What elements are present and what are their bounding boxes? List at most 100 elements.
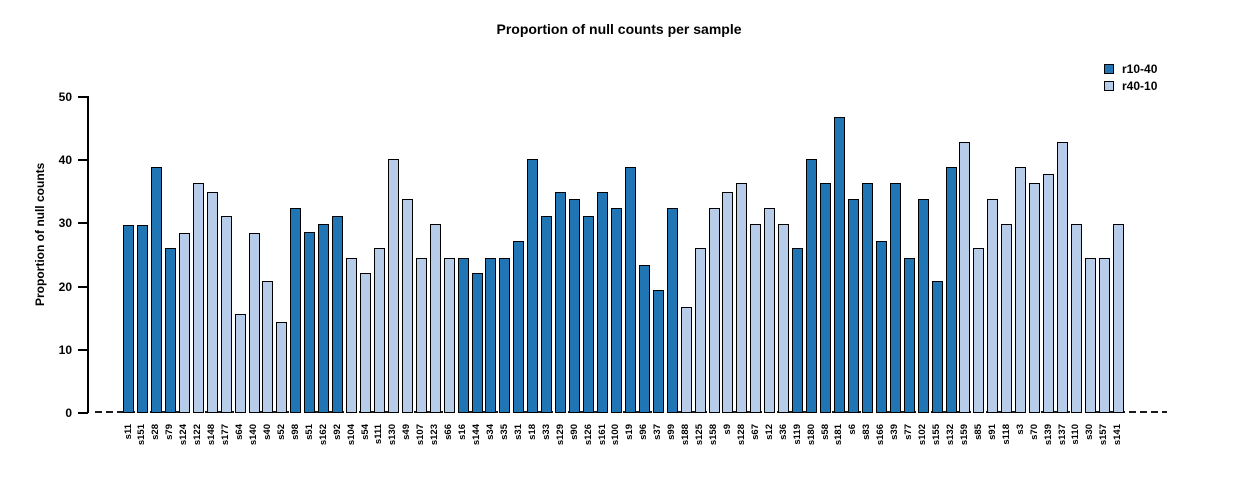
x-tick-label-s39: s39 <box>889 424 901 440</box>
x-tick-label-s119: s119 <box>791 424 803 445</box>
bars-container <box>123 97 1129 413</box>
x-tick-label-s66: s66 <box>443 424 455 440</box>
y-axis-line <box>87 96 89 413</box>
x-tick-label-s9: s9 <box>721 424 733 435</box>
x-tick-label-s102: s102 <box>917 424 929 446</box>
x-tick-label-s77: s77 <box>903 424 915 440</box>
x-tick-label-s90: s90 <box>568 424 580 440</box>
bar-s40 <box>262 280 274 413</box>
x-tick-label-s159: s159 <box>958 424 970 446</box>
x-tick-label-s91: s91 <box>986 424 998 440</box>
bar-s123 <box>429 224 441 413</box>
bar-s137 <box>1057 141 1068 413</box>
y-tick <box>78 285 88 288</box>
bar-s158 <box>708 207 720 413</box>
bar-s58 <box>820 183 831 413</box>
bar-s126 <box>583 215 594 413</box>
bar-s12 <box>764 207 776 413</box>
bar-s188 <box>680 306 692 413</box>
bar-s35 <box>499 257 511 413</box>
x-tick-label-s177: s177 <box>220 424 232 446</box>
x-tick-label-s128: s128 <box>735 424 747 446</box>
x-tick-label-s139: s139 <box>1042 424 1054 446</box>
legend-row-r40-10: r40-10 <box>1104 79 1157 93</box>
bar-s51 <box>304 232 316 413</box>
legend-swatch-r10-40 <box>1104 64 1114 74</box>
bar-s119 <box>792 248 804 413</box>
x-tick-label-s158: s158 <box>708 424 719 446</box>
bar-s49 <box>401 199 413 413</box>
y-tick <box>78 159 88 162</box>
x-tick-label-s132: s132 <box>945 424 956 446</box>
bar-s155 <box>931 280 943 413</box>
y-tick <box>78 222 88 225</box>
x-tick-label-s148: s148 <box>206 424 218 446</box>
bar-s166 <box>875 240 887 413</box>
x-tick-label-s129: s129 <box>554 424 566 446</box>
x-tick-label-s104: s104 <box>345 424 357 446</box>
x-tick-label-s162: s162 <box>317 424 329 446</box>
x-tick-label-s51: s51 <box>303 424 315 440</box>
bar-s30 <box>1084 257 1096 413</box>
x-tick-label-s110: s110 <box>1070 424 1082 445</box>
bar-s107 <box>415 257 427 413</box>
bar-s52 <box>276 322 288 413</box>
bar-s64 <box>234 313 246 413</box>
bar-s132 <box>945 166 957 413</box>
y-tick-label: 10 <box>58 342 72 357</box>
y-tick <box>78 348 88 351</box>
x-tick-label-s155: s155 <box>931 424 942 446</box>
legend-label-r40-10: r40-10 <box>1122 79 1158 93</box>
x-tick-label-s137: s137 <box>1056 424 1068 446</box>
bar-s151 <box>136 224 148 413</box>
x-tick-label-s16: s16 <box>457 424 469 440</box>
x-tick-label-s123: s123 <box>429 424 441 446</box>
bar-s159 <box>959 141 971 413</box>
x-tick-label-s157: s157 <box>1098 424 1110 446</box>
bar-s70 <box>1029 183 1041 413</box>
bar-s67 <box>750 224 762 413</box>
x-tick-label-s181: s181 <box>833 424 845 446</box>
bar-s148 <box>206 191 218 413</box>
x-tick-label-s70: s70 <box>1028 424 1040 440</box>
bar-s157 <box>1098 257 1110 413</box>
bar-s77 <box>903 257 915 413</box>
bar-s36 <box>778 224 790 413</box>
bar-s9 <box>722 191 734 413</box>
x-tick-label-s28: s28 <box>150 424 162 440</box>
x-tick-label-s6: s6 <box>847 424 859 435</box>
x-tick-label-s30: s30 <box>1084 424 1096 440</box>
bar-s111 <box>373 248 385 413</box>
x-tick-label-s31: s31 <box>512 424 524 440</box>
bar-s39 <box>889 183 901 413</box>
x-axis-labels: s11 s151 s28 s79 s124 s122 s148 s177 s64 s140 s40 s… <box>123 424 1129 484</box>
bar-s33 <box>541 215 553 413</box>
x-tick-label-s83: s83 <box>861 424 873 440</box>
x-tick-label-s140: s140 <box>248 424 259 446</box>
x-tick-label-s161: s161 <box>596 424 608 446</box>
y-tick-label: 30 <box>58 216 72 231</box>
bar-s96 <box>638 265 650 413</box>
x-tick-label-s118: s118 <box>1000 424 1012 445</box>
bar-s19 <box>624 166 636 413</box>
bar-s6 <box>847 199 859 413</box>
bar-s122 <box>192 183 204 413</box>
legend-swatch-r40-10 <box>1104 81 1114 91</box>
bar-s31 <box>513 240 525 413</box>
bar-s100 <box>610 207 622 413</box>
x-tick-label-s96: s96 <box>638 424 650 440</box>
legend-row-r10-40: r10-40 <box>1104 62 1157 76</box>
bar-s177 <box>220 215 232 413</box>
bar-s102 <box>917 199 929 413</box>
x-tick-label-s166: s166 <box>875 424 887 446</box>
bar-s3 <box>1015 166 1027 413</box>
x-tick-label-s49: s49 <box>401 424 413 440</box>
x-tick-label-s18: s18 <box>526 424 538 440</box>
bar-s98 <box>290 207 302 413</box>
y-tick <box>78 412 88 414</box>
bar-s99 <box>666 207 678 413</box>
x-tick-label-s100: s100 <box>610 424 622 446</box>
x-tick-label-s12: s12 <box>763 424 775 440</box>
x-tick-label-s144: s144 <box>471 424 482 446</box>
